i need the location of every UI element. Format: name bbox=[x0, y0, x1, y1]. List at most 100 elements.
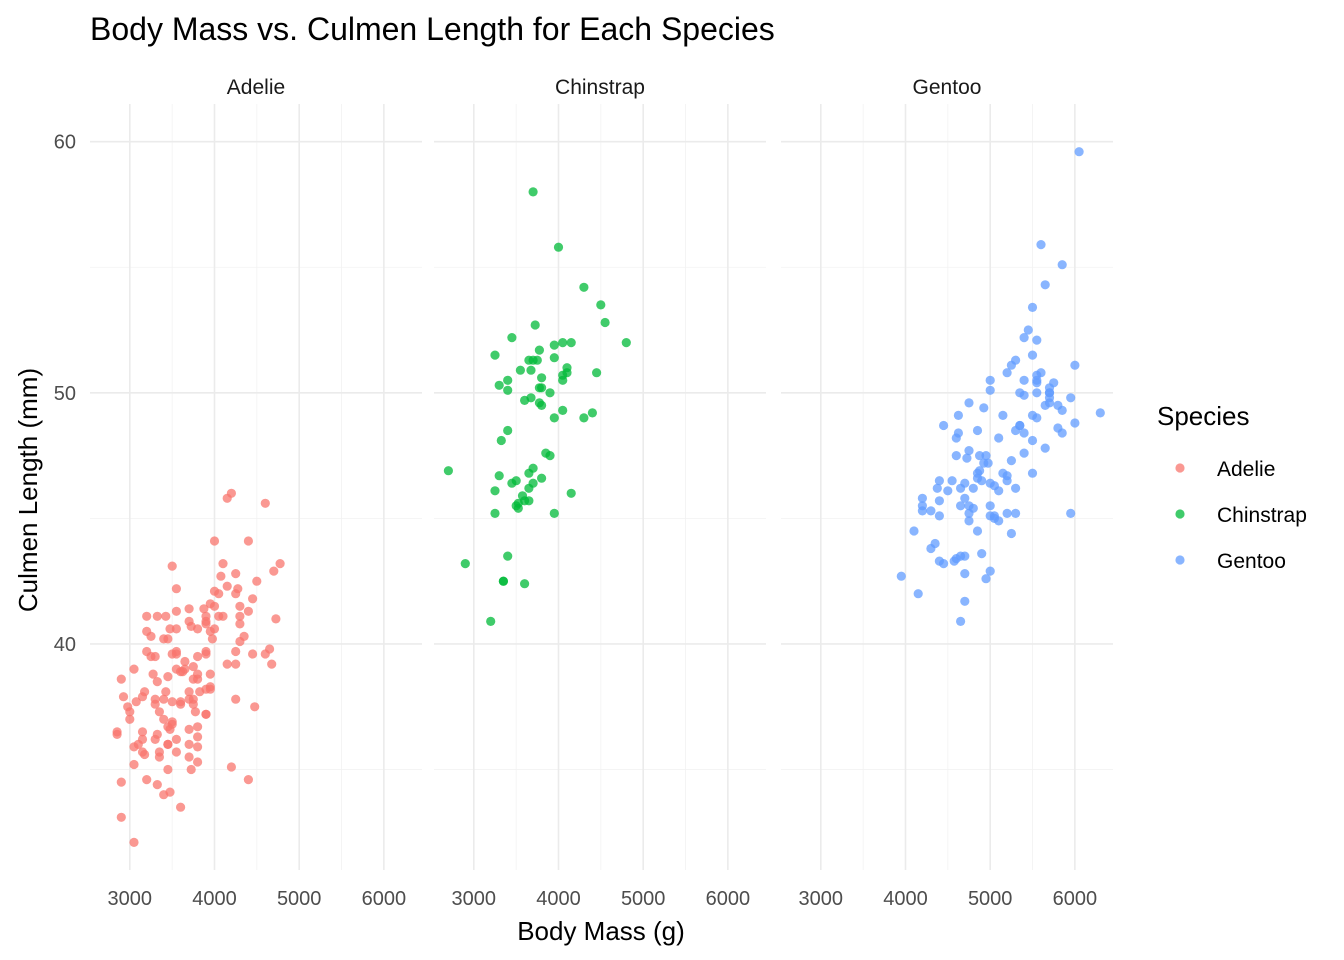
data-point bbox=[193, 732, 203, 742]
data-point bbox=[1006, 456, 1017, 466]
data-point bbox=[163, 739, 173, 750]
data-point bbox=[260, 649, 270, 659]
data-point bbox=[129, 837, 139, 848]
data-point bbox=[209, 586, 220, 596]
data-point bbox=[964, 446, 974, 456]
data-point bbox=[235, 611, 245, 621]
data-point bbox=[243, 775, 253, 785]
data-point bbox=[956, 501, 966, 511]
data-point bbox=[222, 659, 232, 669]
data-point bbox=[968, 483, 978, 493]
data-point bbox=[1006, 360, 1017, 370]
data-point bbox=[271, 614, 281, 624]
data-point bbox=[267, 659, 277, 669]
data-point bbox=[1011, 483, 1021, 493]
data-point bbox=[621, 338, 631, 348]
data-point bbox=[549, 340, 559, 350]
legend-key-gentoo bbox=[1175, 555, 1185, 565]
data-point bbox=[193, 722, 203, 732]
data-point bbox=[1027, 468, 1038, 478]
x-tick-label: 6000 bbox=[706, 888, 751, 910]
data-point bbox=[1002, 508, 1012, 518]
data-point bbox=[926, 506, 936, 516]
data-point bbox=[1036, 240, 1046, 250]
data-point bbox=[985, 501, 995, 511]
x-tick-label: 5000 bbox=[277, 888, 322, 910]
data-point bbox=[250, 702, 260, 712]
data-point bbox=[1027, 302, 1038, 312]
data-point bbox=[515, 365, 526, 375]
data-point bbox=[558, 338, 568, 348]
legend: Species Adelie Chinstrap Gentoo bbox=[1157, 401, 1307, 573]
data-point bbox=[989, 513, 1000, 524]
x-tick-label: 4000 bbox=[192, 888, 237, 910]
data-point bbox=[537, 373, 547, 383]
data-point bbox=[167, 697, 177, 707]
data-point bbox=[1032, 388, 1042, 398]
data-point bbox=[193, 757, 203, 767]
data-point bbox=[140, 749, 150, 760]
legend-label: Adelie bbox=[1217, 458, 1275, 481]
data-point bbox=[186, 764, 196, 775]
data-point bbox=[1049, 378, 1059, 388]
data-point bbox=[953, 428, 964, 438]
data-point bbox=[218, 611, 228, 621]
data-point bbox=[176, 699, 186, 709]
data-point bbox=[490, 508, 500, 518]
data-point bbox=[1019, 333, 1029, 343]
data-point bbox=[939, 559, 949, 569]
x-tick-label: 3000 bbox=[108, 888, 153, 910]
data-point bbox=[909, 526, 919, 536]
data-point bbox=[998, 468, 1008, 478]
data-point bbox=[235, 619, 245, 629]
data-point bbox=[201, 649, 211, 659]
data-point bbox=[222, 581, 232, 591]
x-tick-label: 6000 bbox=[1053, 888, 1098, 910]
data-point bbox=[596, 300, 606, 310]
data-point bbox=[195, 687, 205, 697]
data-point bbox=[579, 282, 589, 292]
data-point bbox=[994, 486, 1004, 496]
data-point bbox=[494, 471, 504, 481]
data-point bbox=[226, 762, 236, 772]
data-point bbox=[243, 536, 253, 546]
data-point bbox=[566, 488, 576, 498]
data-point bbox=[566, 338, 576, 348]
data-point bbox=[524, 496, 534, 506]
data-point bbox=[549, 413, 559, 423]
data-point bbox=[972, 468, 983, 478]
data-point bbox=[960, 493, 970, 503]
data-point bbox=[184, 739, 194, 750]
data-point bbox=[600, 317, 610, 328]
legend-label: Gentoo bbox=[1217, 550, 1286, 573]
data-point bbox=[524, 468, 534, 478]
data-point bbox=[962, 453, 972, 463]
data-point bbox=[1074, 147, 1084, 157]
data-point bbox=[193, 651, 203, 662]
data-point bbox=[239, 631, 249, 642]
data-point bbox=[171, 646, 181, 657]
data-point bbox=[985, 375, 995, 385]
facet-label: Adelie bbox=[227, 76, 285, 99]
legend-key-chinstrap bbox=[1175, 509, 1185, 519]
x-tick-label: 3000 bbox=[799, 888, 844, 910]
x-tick-label: 4000 bbox=[883, 888, 928, 910]
facet-panel-gentoo: Gentoo 3000 4000 5000 6000 bbox=[781, 76, 1113, 910]
data-point bbox=[964, 516, 974, 526]
data-point bbox=[975, 451, 985, 461]
data-point bbox=[171, 606, 181, 616]
data-point bbox=[231, 569, 241, 579]
series-points-chinstrap bbox=[443, 187, 631, 627]
data-point bbox=[248, 594, 258, 604]
data-point bbox=[549, 508, 559, 518]
data-point bbox=[545, 388, 555, 398]
data-point bbox=[939, 420, 949, 431]
data-point bbox=[972, 425, 983, 436]
x-tick-label: 5000 bbox=[968, 888, 1013, 910]
data-point bbox=[233, 584, 243, 594]
legend-label: Chinstrap bbox=[1217, 504, 1307, 527]
data-point bbox=[193, 742, 203, 752]
data-point bbox=[205, 669, 215, 679]
data-point bbox=[129, 742, 139, 752]
data-point bbox=[549, 353, 559, 363]
